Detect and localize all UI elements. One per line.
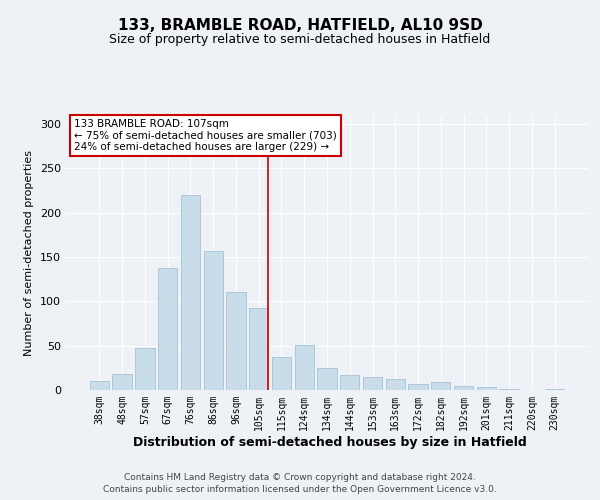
Bar — [386, 380, 405, 390]
Bar — [317, 368, 337, 390]
Text: Contains public sector information licensed under the Open Government Licence v3: Contains public sector information licen… — [103, 484, 497, 494]
Bar — [90, 381, 109, 390]
Bar — [272, 357, 291, 390]
Bar — [545, 389, 564, 390]
Bar — [340, 375, 359, 390]
Bar — [226, 292, 245, 390]
Text: 133, BRAMBLE ROAD, HATFIELD, AL10 9SD: 133, BRAMBLE ROAD, HATFIELD, AL10 9SD — [118, 18, 482, 32]
Bar — [476, 388, 496, 390]
Bar — [409, 384, 428, 390]
Text: 133 BRAMBLE ROAD: 107sqm
← 75% of semi-detached houses are smaller (703)
24% of : 133 BRAMBLE ROAD: 107sqm ← 75% of semi-d… — [74, 119, 337, 152]
Bar — [203, 250, 223, 390]
Bar — [363, 376, 382, 390]
Y-axis label: Number of semi-detached properties: Number of semi-detached properties — [25, 150, 34, 356]
Bar — [454, 386, 473, 390]
Text: Contains HM Land Registry data © Crown copyright and database right 2024.: Contains HM Land Registry data © Crown c… — [124, 473, 476, 482]
Bar — [135, 348, 155, 390]
Bar — [295, 345, 314, 390]
Bar — [181, 195, 200, 390]
Bar — [112, 374, 132, 390]
Bar — [249, 308, 268, 390]
Bar — [499, 389, 519, 390]
Bar — [158, 268, 178, 390]
Text: Distribution of semi-detached houses by size in Hatfield: Distribution of semi-detached houses by … — [133, 436, 527, 449]
Text: Size of property relative to semi-detached houses in Hatfield: Size of property relative to semi-detach… — [109, 32, 491, 46]
Bar — [431, 382, 451, 390]
